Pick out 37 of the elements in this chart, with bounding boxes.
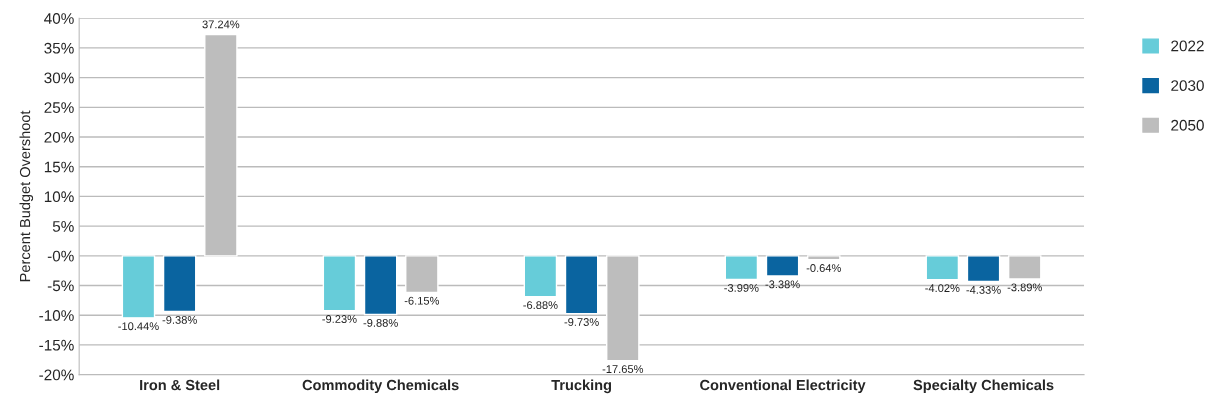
data-label: -9.38% [162, 316, 197, 324]
data-label: -6.88% [523, 301, 558, 310]
y-tick-label: -20% [39, 369, 74, 381]
y-axis-title: Percent Budget Overshoot [19, 110, 34, 282]
y-tick-label: 35% [44, 42, 74, 54]
y-tick-label: 40% [44, 13, 74, 24]
y-tick-label: -0% [47, 250, 74, 262]
data-label: -6.15% [404, 296, 440, 305]
data-label: -9.73% [564, 318, 599, 326]
x-tick-label: Iron & Steel [140, 379, 220, 391]
y-tick-label: -10% [39, 310, 74, 321]
data-label: -10.44% [118, 322, 159, 331]
data-label: -3.89% [1007, 283, 1042, 292]
data-label: -3.99% [724, 283, 759, 292]
y-tick-label: -15% [39, 339, 74, 351]
data-label: -4.02% [925, 284, 960, 293]
y-tick-label: 5% [52, 221, 74, 232]
x-tick-label: Conventional Electricity [700, 379, 866, 394]
x-tick-label: Specialty Chemicals [913, 379, 1054, 394]
y-tick-label: 30% [44, 72, 74, 84]
y-tick-label: 20% [44, 131, 74, 143]
y-tick-label: -5% [47, 280, 74, 292]
y-tick-label: 10% [44, 191, 74, 203]
x-tick-label: Trucking [551, 379, 612, 394]
legend-label: 2022 [1171, 40, 1204, 52]
data-label: -17.65% [602, 365, 644, 373]
data-label: 37.24% [202, 20, 240, 29]
x-tick-label: Commodity Chemicals [302, 379, 459, 394]
y-tick-label: 25% [44, 102, 74, 114]
legend-label: 2030 [1171, 80, 1204, 92]
data-label: -9.88% [363, 318, 398, 327]
data-label: -4.33% [966, 286, 1001, 294]
y-tick-label: 15% [44, 161, 74, 173]
data-label: -3.38% [765, 280, 800, 289]
data-label: -0.64% [806, 264, 841, 272]
data-label: -9.23% [322, 315, 357, 323]
legend-label: 2050 [1171, 119, 1204, 131]
